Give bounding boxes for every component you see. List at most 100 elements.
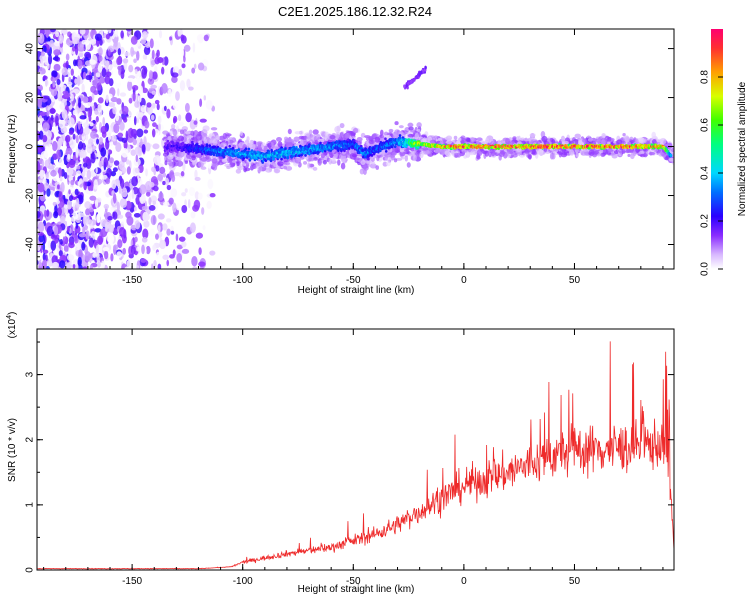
heatmap-haze xyxy=(383,131,389,136)
heatmap-speckle xyxy=(37,97,43,108)
heatmap-haze xyxy=(538,149,544,156)
heatmap-speckle xyxy=(108,102,116,108)
heatmap-haze xyxy=(385,161,391,167)
heatmap-haze xyxy=(453,152,459,159)
heatmap-speckle xyxy=(180,171,185,177)
heatmap-speckle xyxy=(136,246,140,252)
heatmap-speckle xyxy=(89,122,94,127)
heatmap-speckle xyxy=(72,33,75,41)
heatmap-speckle xyxy=(206,200,212,210)
heatmap-speckle xyxy=(86,169,92,180)
heatmap-speckle xyxy=(65,134,71,143)
heatmap-speckle xyxy=(170,225,174,233)
heatmap-speckle xyxy=(183,55,186,63)
heatmap-speckle xyxy=(76,165,81,170)
heatmap-speckle xyxy=(42,75,48,80)
heatmap-speckle xyxy=(157,224,161,233)
heatmap-speckle xyxy=(91,145,96,152)
heatmap-haze xyxy=(186,137,190,144)
heatmap-speckle xyxy=(130,128,138,138)
heatmap-speckle xyxy=(49,108,56,114)
heatmap-speckle xyxy=(90,152,96,164)
heatmap-speckle xyxy=(104,223,108,232)
heatmap-speckle xyxy=(38,130,44,140)
heatmap-haze xyxy=(236,161,240,167)
heatmap-speckle xyxy=(193,63,197,70)
heatmap-speckle xyxy=(137,95,142,103)
heatmap-speckle xyxy=(76,170,81,177)
heatmap-haze xyxy=(404,155,409,162)
heatmap-speckle xyxy=(127,105,134,117)
heatmap-haze xyxy=(394,121,399,126)
heatmap-speckle xyxy=(162,180,166,186)
heatmap-haze xyxy=(171,124,176,129)
heatmap-haze xyxy=(368,139,375,145)
heatmap-speckle xyxy=(111,134,117,142)
heatmap-speckle xyxy=(42,252,46,261)
heatmap-haze xyxy=(561,140,569,145)
heatmap-speckle xyxy=(118,214,124,219)
heatmap-speckle xyxy=(50,114,54,121)
heatmap-haze xyxy=(252,164,257,170)
heatmap-speckle xyxy=(166,184,172,191)
heatmap-speckle xyxy=(94,228,102,233)
heatmap-speckle xyxy=(40,51,45,57)
heatmap-speckle xyxy=(38,115,43,125)
heatmap-speckle xyxy=(46,110,50,117)
heatmap-speckle xyxy=(117,88,120,97)
heatmap-speckle xyxy=(132,91,136,102)
heatmap-haze xyxy=(316,134,321,141)
heatmap-speckle xyxy=(149,228,155,237)
heatmap-speckle xyxy=(58,34,64,44)
heatmap-speckle xyxy=(157,56,164,64)
heatmap-speckle xyxy=(171,174,176,183)
heatmap-haze xyxy=(541,135,548,143)
heatmap-speckle xyxy=(58,191,63,202)
heatmap-speckle xyxy=(68,189,71,195)
heatmap-speckle xyxy=(144,120,150,129)
heatmap-speckle xyxy=(152,143,160,150)
heatmap-speckle xyxy=(98,55,103,62)
heatmap-speckle xyxy=(166,228,171,236)
heatmap-speckle xyxy=(110,96,118,103)
heatmap-speckle xyxy=(97,97,104,104)
heatmap-speckle xyxy=(122,58,129,64)
heatmap-speckle xyxy=(134,167,140,174)
heatmap-speckle xyxy=(45,254,48,262)
heatmap-speckle xyxy=(193,120,198,125)
heatmap-speckle xyxy=(97,235,104,246)
heatmap-haze xyxy=(312,129,319,135)
heatmap-speckle xyxy=(134,101,140,108)
heatmap-speckle xyxy=(92,119,96,124)
heatmap-speckle xyxy=(100,125,108,135)
heatmap-speckle xyxy=(124,266,130,269)
heatmap-speckle xyxy=(127,191,132,202)
heatmap-speckle xyxy=(136,128,144,138)
heatmap-speckle xyxy=(90,130,97,139)
heatmap-haze xyxy=(476,137,483,141)
heatmap-haze xyxy=(195,133,203,141)
heatmap-haze xyxy=(453,135,458,140)
heatmap-speckle xyxy=(154,99,160,105)
heatmap-speckle xyxy=(93,179,98,190)
heatmap-speckle xyxy=(82,71,87,80)
heatmap-haze xyxy=(322,159,327,165)
heatmap-haze xyxy=(393,158,398,163)
heatmap-speckle xyxy=(68,208,74,215)
heatmap-speckle xyxy=(131,85,139,91)
heatmap-speckle xyxy=(170,188,178,198)
heatmap-haze xyxy=(226,165,231,170)
heatmap-speckle xyxy=(150,214,157,226)
heatmap-speckle xyxy=(162,201,170,207)
heatmap-speckle xyxy=(180,48,185,57)
heatmap-speckle xyxy=(57,184,60,190)
heatmap-speckle xyxy=(207,162,212,169)
heatmap-haze xyxy=(662,153,666,158)
heatmap-haze xyxy=(320,152,326,159)
heatmap-speckle xyxy=(76,75,81,87)
heatmap-haze xyxy=(164,160,168,166)
heatmap-speckle xyxy=(87,190,94,195)
heatmap-speckle xyxy=(137,170,140,182)
heatmap-speckle xyxy=(186,78,191,88)
heatmap-speckle xyxy=(153,154,161,166)
